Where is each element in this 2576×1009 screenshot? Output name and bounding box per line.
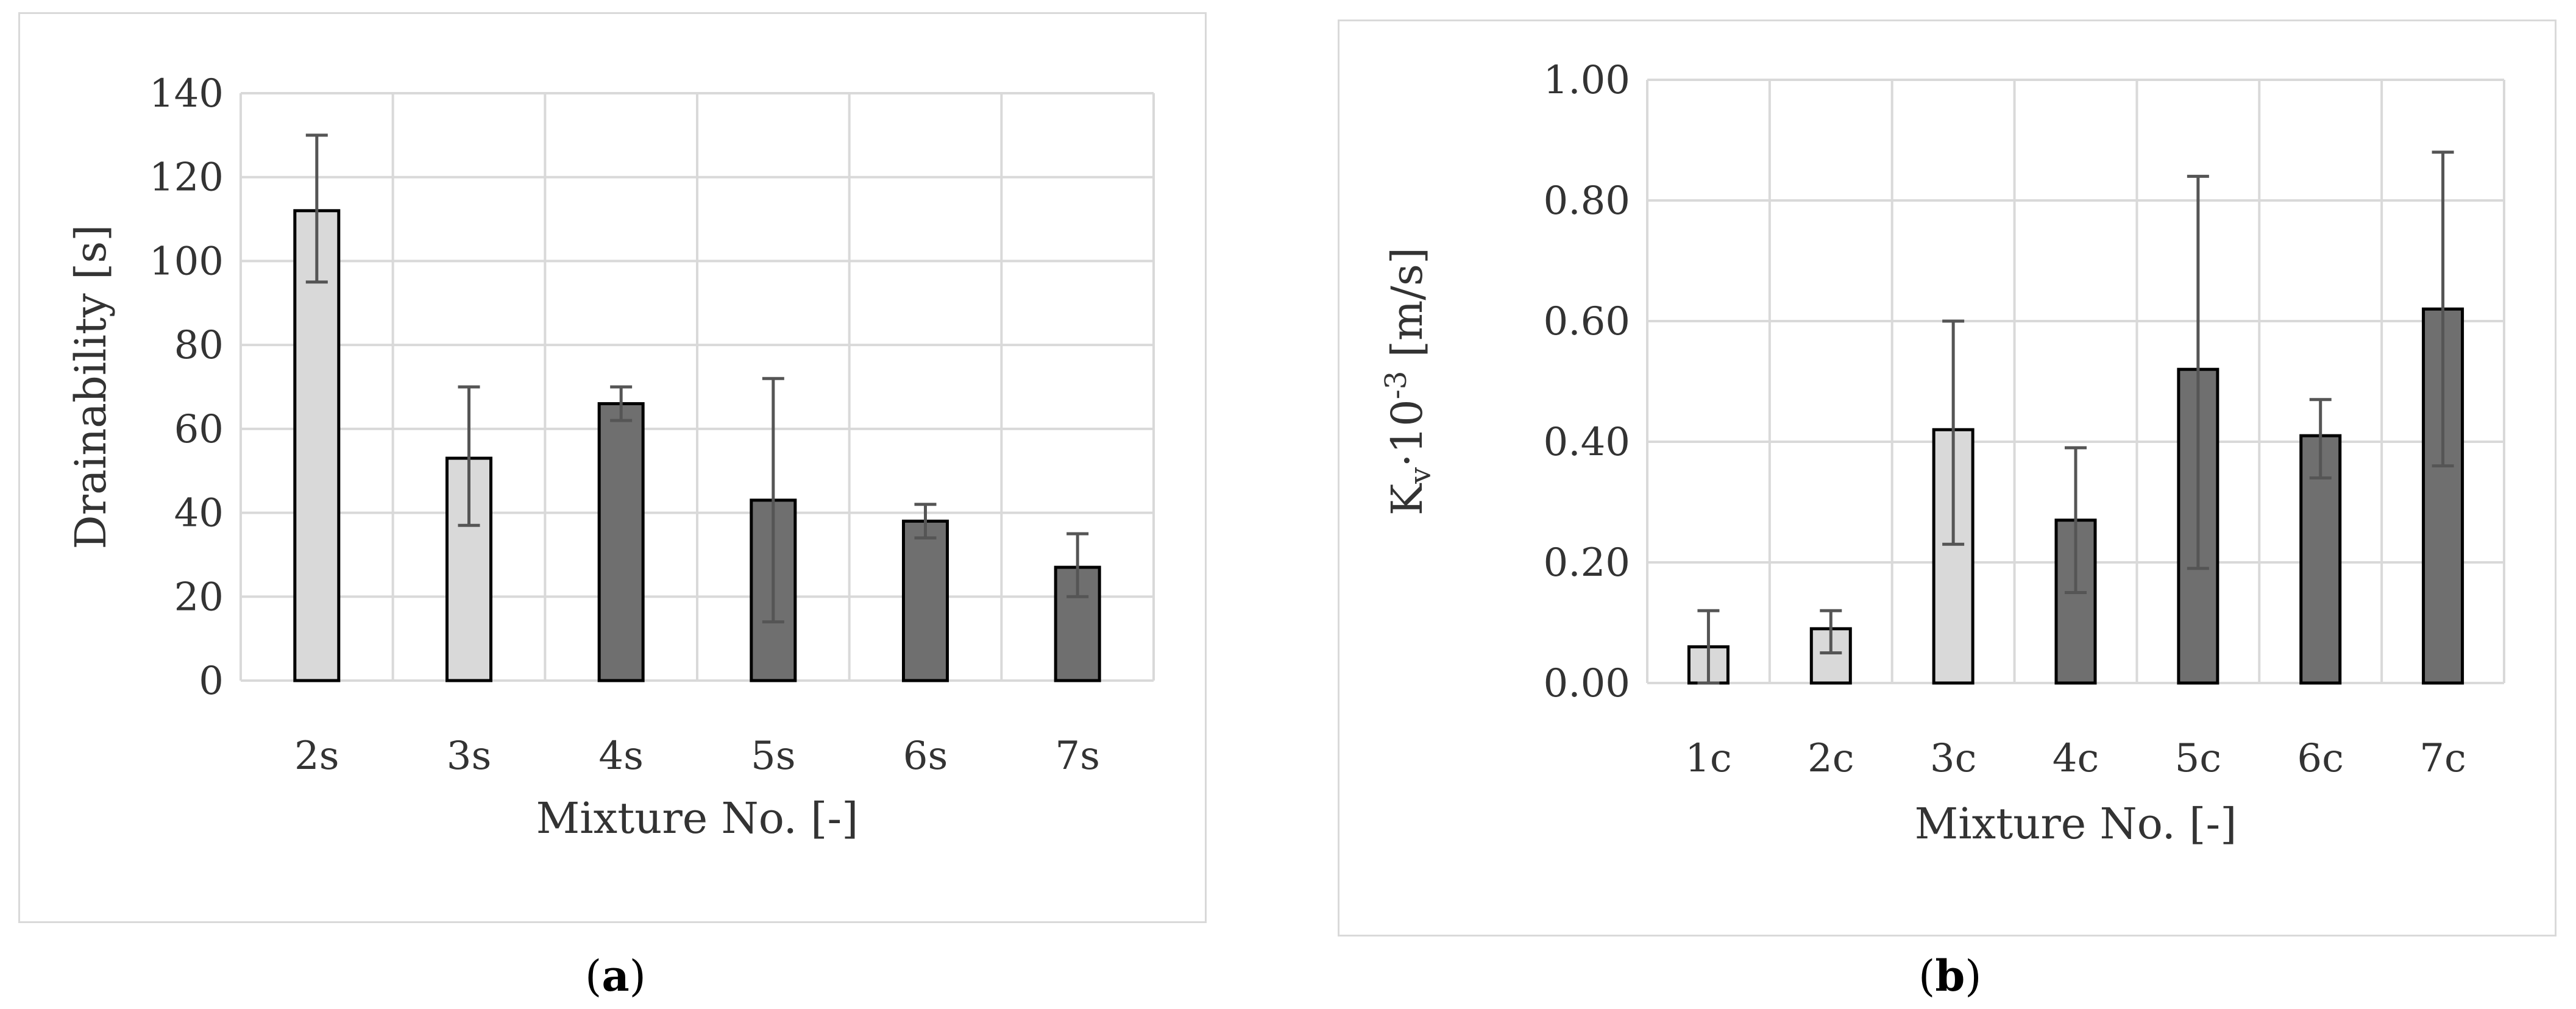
y-axis-title-unit: [m/s] xyxy=(1382,247,1432,371)
y-tick-label: 120 xyxy=(149,155,224,200)
chart-panel-a: 0 20 40 60 80 100 120 140 2s 3s 4s 5s 6s 7s Mixture No… xyxy=(18,12,1207,923)
y-axis-title: Kv·10-3 [m/s] xyxy=(1379,247,1438,515)
y-tick-label: 0.20 xyxy=(1544,540,1631,586)
chart-panel-b: 0.00 0.20 0.40 0.60 0.80 1.00 1c 2c 3c 4c 5c 6c 7c Mi… xyxy=(1338,19,2556,936)
y-tick-label: 0 xyxy=(199,659,224,704)
x-axis-title: Mixture No. [-] xyxy=(536,793,859,843)
x-tick-label: 6s xyxy=(903,734,948,779)
y-tick-label: 0.00 xyxy=(1544,661,1631,706)
x-tick-label: 1c xyxy=(1685,736,1732,781)
x-tick-label: 7s xyxy=(1055,734,1100,779)
y-tick-label: 0.40 xyxy=(1544,420,1631,465)
x-tick-label: 3s xyxy=(447,734,492,779)
bar xyxy=(902,519,949,682)
y-tick-label: 100 xyxy=(149,239,224,284)
y-axis-title-factor: ·10 xyxy=(1382,399,1432,467)
x-tick-label: 5c xyxy=(2175,736,2222,781)
x-tick-label: 2c xyxy=(1808,736,1854,781)
y-axis-title-superscript: -3 xyxy=(1379,371,1413,400)
y-tick-label: 1.00 xyxy=(1544,58,1631,103)
y-tick-label: 0.60 xyxy=(1544,299,1631,344)
y-tick-label: 60 xyxy=(174,407,224,452)
x-tick-label: 7c xyxy=(2419,736,2466,781)
x-tick-label: 6c xyxy=(2297,736,2344,781)
chart-a-svg: 0 20 40 60 80 100 120 140 2s 3s 4s 5s 6s 7s Mixture No… xyxy=(66,71,1155,843)
x-axis-title: Mixture No. [-] xyxy=(1915,799,2237,849)
y-tick-label: 140 xyxy=(149,71,224,116)
bar xyxy=(597,402,645,682)
y-axis-title-main: K xyxy=(1382,483,1432,515)
x-tick-label: 5s xyxy=(751,734,796,779)
panel-caption-b: (b) xyxy=(1918,951,1982,1001)
chart-b-svg: 0.00 0.20 0.40 0.60 0.80 1.00 1c 2c 3c 4c 5c 6c 7c Mi… xyxy=(1379,58,2505,849)
y-axis-title: Drainability [s] xyxy=(66,225,116,550)
y-tick-label: 40 xyxy=(174,491,224,536)
y-tick-label: 0.80 xyxy=(1544,179,1631,224)
y-tick-label: 20 xyxy=(174,575,224,620)
y-axis-title-subscript: v xyxy=(1403,467,1438,484)
panel-caption-a: (a) xyxy=(585,951,646,1001)
x-tick-label: 2s xyxy=(294,734,339,779)
bar xyxy=(1932,428,1975,685)
x-tick-label: 4s xyxy=(598,734,644,779)
x-tick-label: 4c xyxy=(2053,736,2099,781)
bar xyxy=(293,209,341,682)
y-tick-label: 80 xyxy=(174,323,224,368)
x-tick-label: 3c xyxy=(1930,736,1977,781)
